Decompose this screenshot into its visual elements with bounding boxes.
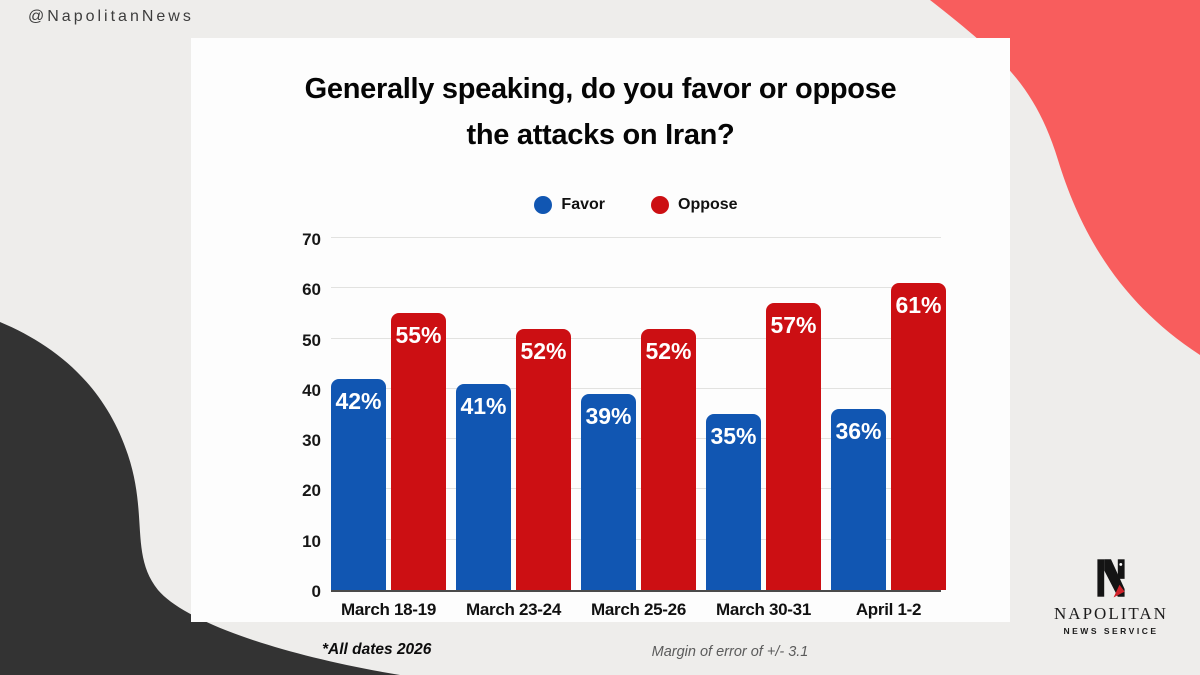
legend-label-favor: Favor <box>561 196 605 213</box>
x-axis-category-label: March 18-19 <box>341 600 436 619</box>
oppose-bar: 55% <box>391 313 446 590</box>
favor-bar: 39% <box>581 393 636 590</box>
favor-bar: 35% <box>706 414 761 590</box>
y-axis-tick-label: 60 <box>302 280 321 300</box>
chart-title-line2: the attacks on Iran? <box>466 119 735 151</box>
legend-label-oppose: Oppose <box>678 196 738 213</box>
bar-value-label: 36% <box>835 417 882 444</box>
legend-item-favor: Favor <box>534 196 605 214</box>
oppose-legend-dot-icon <box>651 196 669 214</box>
gridline <box>331 237 941 238</box>
chart-title: Generally speaking, do you favor or oppo… <box>191 66 1010 158</box>
oppose-bar: 52% <box>641 328 696 590</box>
footnote-margin-of-error: Margin of error of +/- 3.1 <box>651 644 809 660</box>
x-axis-category-label: March 30-31 <box>716 600 811 619</box>
plot-area: 42% 55% 41% 52% 39% 52% 35% 57% 36% 61% <box>331 237 946 592</box>
chart-title-line1: Generally speaking, do you favor or oppo… <box>304 73 897 105</box>
logo-name: NAPOLITAN <box>1054 604 1168 623</box>
y-axis-tick-label: 0 <box>311 582 321 601</box>
bar-value-label: 42% <box>335 387 382 414</box>
x-axis-category-label: March 25-26 <box>591 600 686 619</box>
legend-item-oppose: Oppose <box>651 196 738 214</box>
social-handle: @NapolitanNews <box>28 8 194 25</box>
y-axis-tick-label: 10 <box>302 531 321 551</box>
chart-card: Generally speaking, do you favor or oppo… <box>191 38 1010 622</box>
bar-value-label: 52% <box>645 337 692 364</box>
bar-value-label: 57% <box>770 312 817 339</box>
bar-value-label: 61% <box>895 292 942 319</box>
oppose-bar: 61% <box>891 283 946 590</box>
x-axis-category-label: March 23-24 <box>466 600 561 619</box>
logo-n-eagle-icon <box>1097 559 1125 598</box>
x-axis-category-label: April 1-2 <box>855 600 922 619</box>
bar-value-label: 55% <box>395 322 442 349</box>
bar-value-label: 52% <box>520 337 567 364</box>
gridline <box>331 387 941 389</box>
bar-value-label: 41% <box>460 392 507 419</box>
oppose-bar: 52% <box>516 328 571 590</box>
favor-bar: 42% <box>331 378 386 590</box>
bar-value-label: 35% <box>710 423 757 449</box>
y-axis-tick-label: 50 <box>302 330 321 350</box>
y-axis-tick-label: 20 <box>302 481 321 501</box>
y-axis-tick-label: 30 <box>302 431 321 451</box>
y-axis-tick-label: 40 <box>302 380 321 400</box>
gridline <box>331 488 941 490</box>
legend: Favor Oppose <box>331 196 941 214</box>
favor-bar: 36% <box>831 408 886 590</box>
gridline <box>331 438 941 440</box>
logo-subtitle: NEWS SERVICE <box>1063 626 1159 636</box>
footnote-dates: *All dates 2026 <box>322 641 432 658</box>
gridline <box>331 337 941 339</box>
gridline <box>331 538 941 540</box>
favor-bar: 41% <box>456 383 511 590</box>
bar-value-label: 39% <box>585 402 632 429</box>
gridline <box>331 287 941 289</box>
y-axis-tick-label: 70 <box>302 230 321 249</box>
favor-legend-dot-icon <box>534 196 553 214</box>
oppose-bar: 57% <box>766 303 821 590</box>
logo: NAPOLITAN NEWS SERVICE <box>1040 556 1182 636</box>
